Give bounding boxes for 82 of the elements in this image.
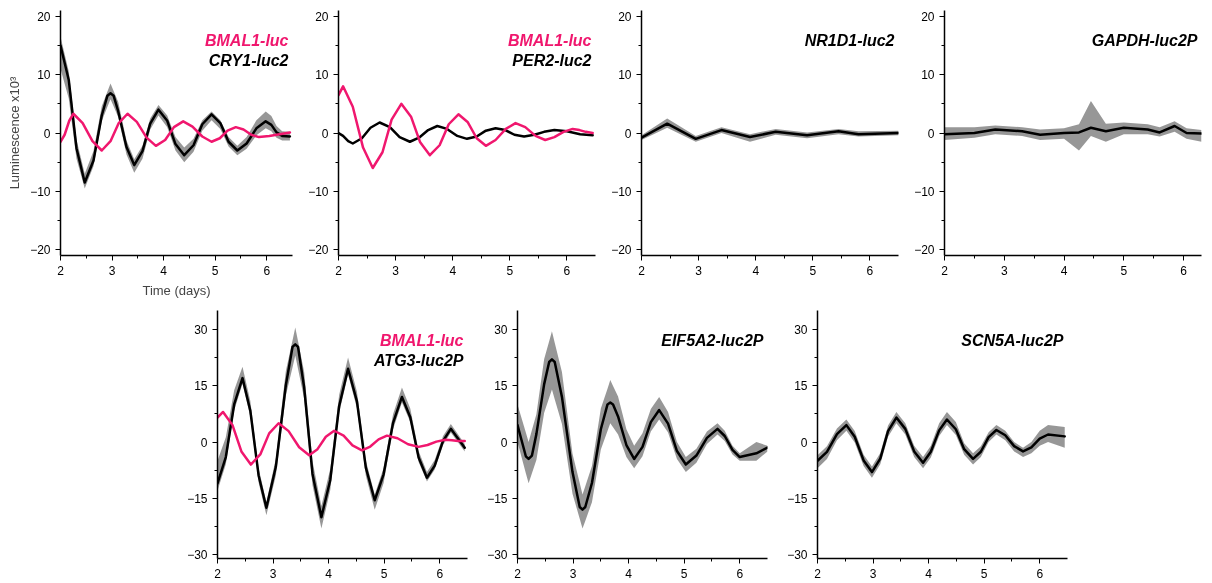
y-tick-label: 10 — [315, 68, 329, 83]
y-axis-title: Luminescence x10³ — [7, 75, 23, 190]
x-tick-label: 2 — [214, 566, 222, 581]
x-tick-label: 3 — [1000, 263, 1008, 278]
text: CRY1-luc2 — [208, 51, 289, 69]
x-tick-label: 5 — [980, 566, 988, 581]
text: PER2-luc2 — [512, 51, 592, 69]
text: EIF5A2-luc2P — [661, 331, 764, 349]
x-tick-label: 4 — [625, 566, 633, 581]
y-tick-label: −10 — [914, 184, 935, 199]
x-tick-label: 6 — [866, 263, 874, 278]
x-tick-label: 2 — [514, 566, 522, 581]
x-tick-label: 5 — [680, 566, 688, 581]
x-tick-label: 2 — [638, 263, 646, 278]
text: NR1D1-luc2 — [804, 31, 895, 49]
y-tick-label: −15 — [487, 491, 508, 506]
y-tick-label: 20 — [37, 9, 51, 24]
text: GAPDH-luc2P — [1091, 31, 1198, 49]
y-tick-label: 10 — [618, 68, 632, 83]
y-tick-label: 20 — [618, 9, 632, 24]
y-tick-label: 30 — [494, 322, 508, 337]
y-tick-label: −30 — [487, 548, 508, 563]
x-tick-label: 5 — [809, 263, 817, 278]
y-tick-label: −10 — [611, 184, 632, 199]
y-tick-label: −30 — [187, 548, 208, 563]
x-tick-label: 6 — [436, 566, 444, 581]
x-tick-label: 6 — [263, 263, 271, 278]
x-tick-label: 3 — [695, 263, 703, 278]
x-tick-label: 6 — [563, 263, 571, 278]
x-tick-label: 3 — [108, 263, 116, 278]
y-tick-label: 10 — [37, 68, 51, 83]
x-axis-title: Time (days) — [142, 282, 211, 298]
x-tick-label: 3 — [569, 566, 577, 581]
x-tick-label: 6 — [1180, 263, 1188, 278]
y-tick-label: −15 — [787, 491, 808, 506]
x-tick-label: 2 — [335, 263, 343, 278]
x-tick-label: 6 — [1036, 566, 1044, 581]
y-tick-label: 0 — [927, 126, 935, 141]
x-tick-label: 4 — [1060, 263, 1068, 278]
y-tick-label: −20 — [611, 243, 632, 258]
y-tick-label: −15 — [187, 491, 208, 506]
y-tick-label: −30 — [787, 548, 808, 563]
x-tick-label: 3 — [869, 566, 877, 581]
y-tick-label: −10 — [30, 184, 51, 199]
x-tick-label: 3 — [269, 566, 277, 581]
y-tick-label: 15 — [494, 379, 508, 394]
y-tick-label: 0 — [800, 435, 808, 450]
text: BMAL1-luc — [204, 31, 289, 49]
y-tick-label: 10 — [921, 68, 935, 83]
text: BMAL1-luc — [507, 31, 592, 49]
x-tick-label: 6 — [736, 566, 744, 581]
text: BMAL1-luc — [379, 331, 464, 349]
y-tick-label: −20 — [30, 243, 51, 258]
y-tick-label: 0 — [321, 126, 329, 141]
y-tick-label: 20 — [315, 9, 329, 24]
x-tick-label: 5 — [506, 263, 514, 278]
x-tick-label: 3 — [392, 263, 400, 278]
y-tick-label: −10 — [308, 184, 329, 199]
x-tick-label: 2 — [814, 566, 822, 581]
series-label: ATG3-luc2P — [373, 351, 464, 369]
x-tick-label: 2 — [941, 263, 949, 278]
y-tick-label: 30 — [794, 322, 808, 337]
y-tick-label: 30 — [194, 322, 208, 337]
text: SCN5A-luc2P — [961, 331, 1064, 349]
x-tick-label: 4 — [925, 566, 933, 581]
y-tick-label: 0 — [624, 126, 632, 141]
y-tick-label: 15 — [194, 379, 208, 394]
x-tick-label: 4 — [325, 566, 333, 581]
x-tick-label: 4 — [752, 263, 760, 278]
x-tick-label: 5 — [380, 566, 388, 581]
y-tick-label: −20 — [308, 243, 329, 258]
y-tick-label: −20 — [914, 243, 935, 258]
x-tick-label: 4 — [449, 263, 457, 278]
y-tick-label: 0 — [500, 435, 508, 450]
x-tick-label: 5 — [211, 263, 219, 278]
y-tick-label: 0 — [43, 126, 51, 141]
y-tick-label: 0 — [200, 435, 208, 450]
x-tick-label: 2 — [57, 263, 65, 278]
y-tick-label: 20 — [921, 9, 935, 24]
y-tick-label: 15 — [794, 379, 808, 394]
x-tick-label: 5 — [1120, 263, 1128, 278]
x-tick-label: 4 — [160, 263, 168, 278]
